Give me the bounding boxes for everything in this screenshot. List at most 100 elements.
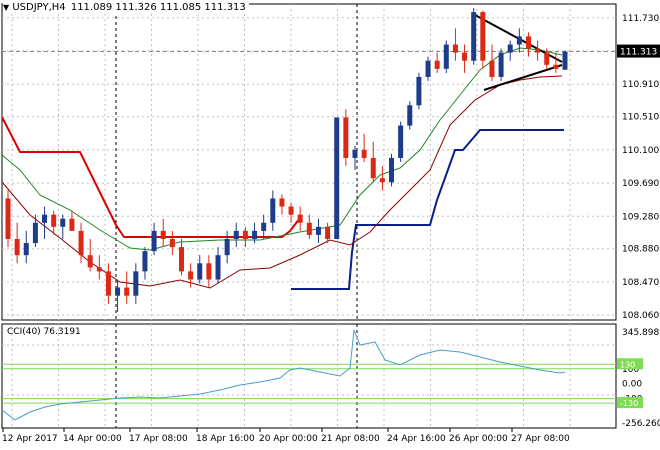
time-label: 21 Apr 08:00 bbox=[321, 434, 380, 444]
price-tick-label: 109.690 bbox=[622, 179, 659, 189]
candle bbox=[315, 226, 321, 235]
candle bbox=[206, 263, 212, 280]
candle bbox=[242, 230, 248, 239]
candle bbox=[352, 149, 358, 158]
candle bbox=[23, 243, 29, 256]
grid bbox=[2, 4, 616, 428]
candle bbox=[87, 255, 93, 268]
candle bbox=[142, 251, 148, 272]
price-tick-label: 108.470 bbox=[622, 278, 659, 288]
candle bbox=[452, 44, 458, 53]
cci-line bbox=[1, 329, 566, 421]
upper-band-line bbox=[1, 116, 301, 238]
price-tick-label: 110.510 bbox=[622, 113, 659, 123]
price-tick-label: 108.880 bbox=[622, 245, 659, 255]
candle bbox=[5, 198, 11, 239]
candle bbox=[115, 287, 121, 296]
candle bbox=[398, 125, 404, 158]
time-axis: 12 Apr 2017 14 Apr 00:00 17 Apr 08:00 18 Ap… bbox=[2, 428, 570, 444]
candle bbox=[124, 287, 130, 296]
candle bbox=[334, 117, 340, 239]
candle bbox=[188, 271, 194, 280]
cci-level-tag-label: -130 bbox=[620, 399, 638, 408]
candle bbox=[42, 214, 48, 223]
cci-tick-label: 100 bbox=[622, 365, 639, 375]
candle bbox=[69, 218, 75, 231]
time-label: 12 Apr 2017 bbox=[2, 434, 58, 444]
time-label: 24 Apr 16:00 bbox=[387, 434, 446, 444]
time-label: 20 Apr 00:00 bbox=[259, 434, 318, 444]
ohlc-values: 111.089 111.326 111.085 111.313 bbox=[70, 2, 246, 13]
price-tick-label: 110.100 bbox=[622, 146, 659, 156]
candle bbox=[361, 149, 367, 158]
time-label: 18 Apr 16:00 bbox=[196, 434, 255, 444]
symbol-timeframe: USDJPY,H4 bbox=[12, 2, 66, 13]
candle bbox=[562, 51, 568, 70]
candle bbox=[525, 36, 531, 49]
triangle-lower-line bbox=[483, 64, 563, 91]
candle bbox=[270, 198, 276, 223]
cci-tick-label: 0.00 bbox=[622, 380, 642, 390]
candle bbox=[306, 222, 312, 235]
candle bbox=[389, 157, 395, 183]
price-tick-label: 111.730 bbox=[622, 14, 659, 24]
main-panel-frame bbox=[1, 3, 617, 321]
candle bbox=[215, 255, 221, 280]
candle bbox=[370, 157, 376, 179]
candle bbox=[553, 64, 559, 69]
candle bbox=[416, 76, 422, 106]
candle bbox=[252, 230, 258, 239]
price-axis: 111.730111.320110.910110.510110.100109.6… bbox=[617, 14, 660, 321]
candle bbox=[498, 52, 504, 77]
candle bbox=[60, 218, 66, 227]
candle bbox=[480, 12, 486, 61]
candle bbox=[133, 271, 139, 296]
candle bbox=[197, 263, 203, 280]
candles bbox=[5, 8, 568, 312]
candle bbox=[516, 36, 522, 45]
price-tick-label: 109.280 bbox=[622, 212, 659, 222]
candle bbox=[343, 117, 349, 158]
candle bbox=[169, 238, 175, 248]
candle bbox=[325, 226, 331, 239]
candle bbox=[233, 230, 239, 239]
cci-label: CCI(40) 76.3191 bbox=[7, 327, 81, 337]
candle bbox=[507, 44, 513, 53]
candle bbox=[160, 230, 166, 239]
candle bbox=[105, 271, 111, 296]
candle bbox=[279, 198, 285, 207]
cci-level-tag bbox=[617, 397, 643, 409]
indicator-panel-frame bbox=[1, 323, 617, 429]
chart-menu-arrow-icon[interactable]: ▼ bbox=[3, 3, 10, 12]
candle bbox=[434, 60, 440, 69]
time-label: 26 Apr 00:00 bbox=[449, 434, 508, 444]
cci-tick-label: -256.2602 bbox=[622, 419, 660, 429]
ma-green-line bbox=[1, 47, 563, 251]
candle bbox=[178, 247, 184, 272]
time-label: 17 Apr 08:00 bbox=[129, 434, 188, 444]
current-price-label: 111.313 bbox=[620, 48, 657, 58]
candle bbox=[535, 48, 541, 53]
current-price-box bbox=[617, 44, 660, 58]
candle bbox=[96, 267, 102, 272]
candle bbox=[489, 60, 495, 77]
candle bbox=[379, 178, 385, 183]
candle bbox=[425, 60, 431, 77]
candle bbox=[261, 222, 267, 231]
candle bbox=[297, 214, 303, 223]
candle bbox=[78, 230, 84, 256]
cci-axis: 345.89821000.00-100-256.2602130-130 bbox=[617, 328, 660, 429]
candle bbox=[288, 206, 294, 215]
lower-band-line bbox=[291, 129, 564, 290]
candle bbox=[151, 230, 157, 252]
cci-level-tag-label: 130 bbox=[620, 360, 635, 369]
candle bbox=[443, 44, 449, 69]
candle bbox=[51, 214, 57, 227]
candle bbox=[407, 105, 413, 126]
candle bbox=[471, 12, 477, 61]
candle bbox=[224, 238, 230, 256]
price-tick-label: 110.910 bbox=[622, 80, 659, 90]
time-label: 27 Apr 08:00 bbox=[511, 434, 570, 444]
